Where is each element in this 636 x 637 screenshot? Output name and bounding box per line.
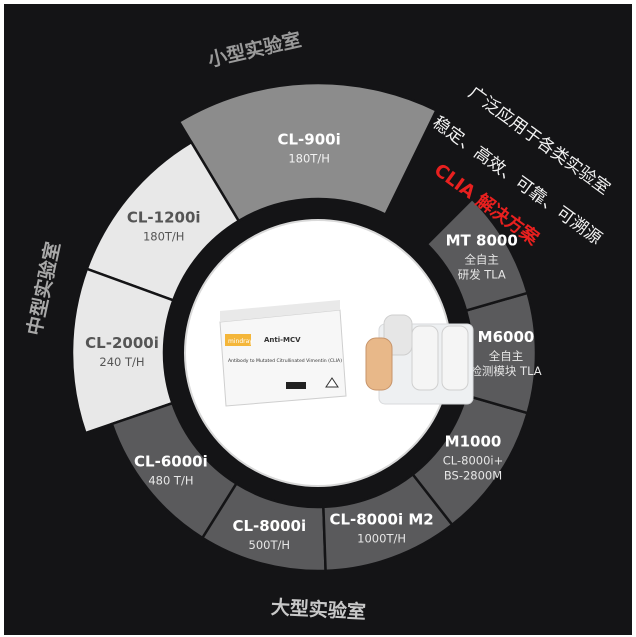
ring-segment-cl-1200i bbox=[85, 140, 241, 302]
reagent-kit-image: mindray Anti-MCV Antibody to Mutated Cit… bbox=[219, 300, 474, 407]
ring-segment-cl-8000i bbox=[200, 481, 327, 573]
segment-model-spec: 240 T/H bbox=[99, 355, 144, 369]
segment-model-spec: 检测模块 TLA bbox=[470, 364, 541, 378]
segment-model-name: CL-6000i bbox=[134, 453, 208, 471]
ring-segment-m1000 bbox=[411, 393, 530, 527]
box-description-text: Antibody to Mutated Citrullinated Viment… bbox=[228, 358, 342, 364]
ring-segment-cl-900i bbox=[177, 81, 439, 223]
segment-model-name: M1000 bbox=[445, 433, 502, 451]
segment-model-name: CL-8000i M2 bbox=[329, 510, 433, 528]
ring-segment-cl-6000i bbox=[110, 401, 239, 540]
reagent-vial-orange bbox=[365, 337, 393, 391]
segment-model-name: CL-8000i bbox=[232, 517, 306, 535]
reagent-box bbox=[219, 309, 347, 407]
segment-model-name: MT 8000 bbox=[446, 232, 518, 250]
reagent-vial-3 bbox=[441, 325, 469, 391]
segment-model-spec: 全自主 bbox=[489, 349, 524, 363]
box-warning-icon bbox=[325, 377, 339, 388]
box-label-text: Anti-MCV bbox=[264, 336, 301, 344]
box-brand-stripe bbox=[225, 334, 251, 346]
segment-model-spec: 180T/H bbox=[143, 229, 185, 243]
segment-model-spec: 全自主 bbox=[464, 253, 499, 267]
box-ce-mark bbox=[286, 382, 306, 389]
category-large-lab: 大型实验室 bbox=[270, 596, 366, 624]
segment-model-spec: 1000T/H bbox=[357, 531, 406, 545]
box-brand-text: mindray bbox=[228, 338, 253, 345]
segment-model-name: M6000 bbox=[478, 328, 535, 346]
category-small-lab: 小型实验室 bbox=[206, 28, 304, 72]
segment-model-name: CL-1200i bbox=[127, 208, 201, 226]
reagent-box-top bbox=[220, 300, 340, 322]
ring-segment-mt-8000 bbox=[425, 197, 530, 313]
segment-model-spec: 500T/H bbox=[249, 538, 291, 552]
segment-model-spec: CL-8000i+ bbox=[443, 454, 503, 468]
ring-segment-cl-2000i bbox=[70, 267, 175, 435]
reagent-vial-2 bbox=[411, 325, 439, 391]
lab-solutions-ring-diagram: CL-900i 180T/H CL-1200i 180T/H CL-2000i 240 T… bbox=[23, 28, 614, 624]
slogan-line-1: 广泛应用于各类实验室 bbox=[464, 83, 613, 199]
segment-model-spec: BS-2800M bbox=[444, 469, 502, 483]
segment-model-name: CL-900i bbox=[277, 131, 340, 149]
diagram-stage: CL-900i 180T/H CL-1200i 180T/H CL-2000i 240 T… bbox=[4, 4, 632, 635]
ring-segment-cl-8000i-m2 bbox=[322, 472, 454, 573]
segment-model-spec: 研发 TLA bbox=[458, 268, 506, 282]
segment-model-name: CL-2000i bbox=[85, 334, 159, 352]
segment-model-spec: 180T/H bbox=[288, 152, 330, 166]
segment-model-spec: 480 T/H bbox=[148, 474, 193, 488]
category-medium-lab: 中型实验室 bbox=[23, 240, 65, 338]
